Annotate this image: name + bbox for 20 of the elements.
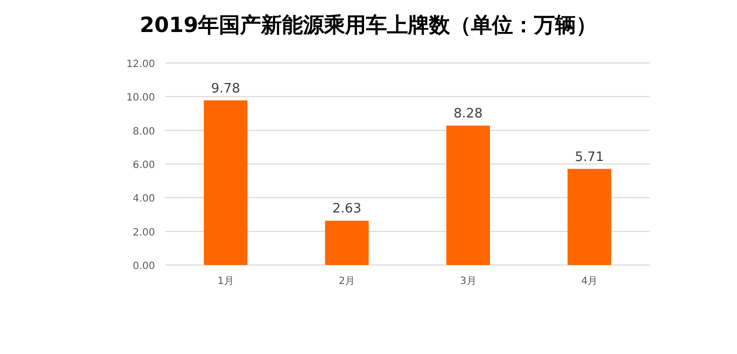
data-label: 8.28 (454, 106, 483, 122)
chart-title: 2019年国产新能源乘用车上牌数（单位：万辆） (140, 13, 598, 37)
y-tick-label: 12.00 (126, 59, 155, 70)
x-tick-label: 3月 (460, 276, 476, 287)
y-tick-label: 10.00 (126, 92, 155, 104)
data-label: 9.78 (211, 81, 240, 96)
y-tick-label: 6.00 (132, 160, 155, 171)
y-tick-label: 4.00 (132, 194, 155, 205)
x-tick-label: 1月 (217, 276, 234, 287)
y-tick-label: 2.00 (132, 227, 155, 238)
x-tick-label: 4月 (581, 276, 598, 287)
bar (204, 100, 248, 265)
y-tick-label: 8.00 (132, 126, 155, 138)
bar (568, 168, 612, 265)
data-label: 5.71 (574, 150, 604, 165)
x-tick-label: 2月 (338, 276, 356, 287)
data-label: 2.63 (332, 202, 362, 217)
bar (325, 220, 369, 265)
y-tick-label: 0.00 (132, 261, 155, 272)
bar (446, 126, 490, 265)
